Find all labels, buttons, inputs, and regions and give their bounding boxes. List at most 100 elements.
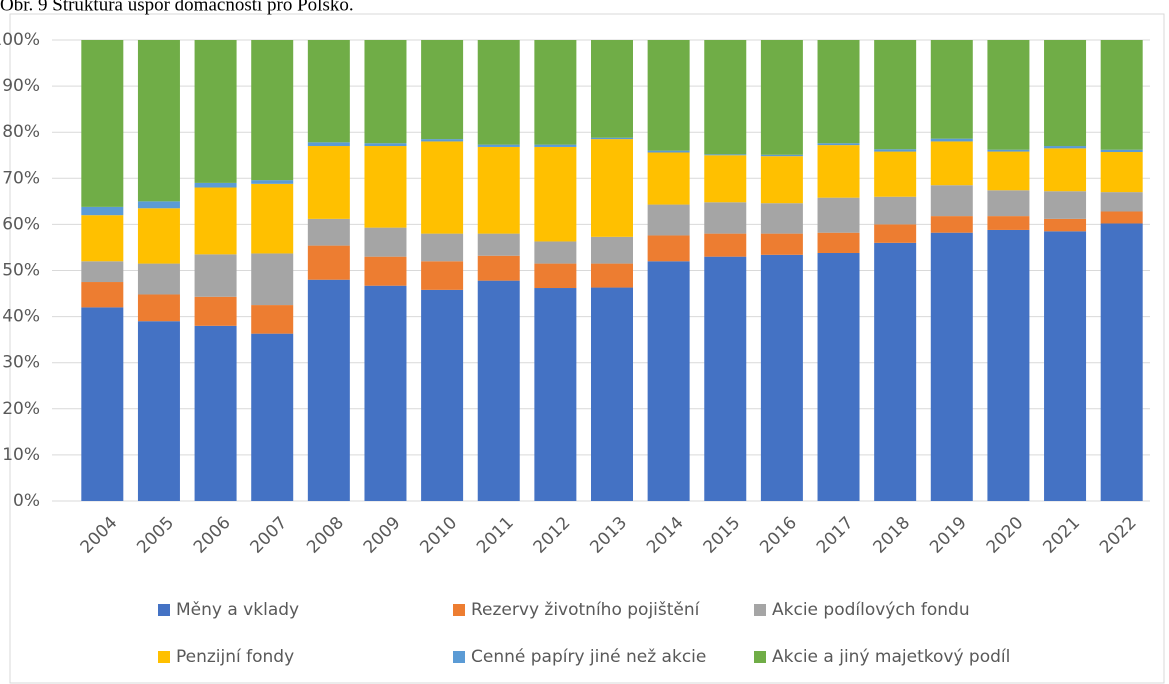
bar-segment bbox=[704, 256, 747, 501]
bar-segment bbox=[307, 279, 350, 501]
bar-segment bbox=[307, 218, 350, 246]
x-tick-label: 2012 bbox=[530, 513, 575, 558]
bar-segment bbox=[874, 196, 917, 225]
bar-segment bbox=[364, 256, 407, 286]
x-tick-label: 2010 bbox=[416, 513, 461, 558]
bar-segment bbox=[987, 229, 1030, 501]
chart-border bbox=[9, 13, 1165, 684]
legend-swatch bbox=[754, 651, 766, 663]
bar-segment bbox=[987, 151, 1030, 191]
bar-segment bbox=[987, 216, 1030, 230]
bar-segment bbox=[591, 236, 633, 264]
bar-segment bbox=[987, 149, 1030, 152]
bar-segment bbox=[1044, 146, 1087, 149]
bar-segment bbox=[817, 143, 860, 146]
bar-segment bbox=[251, 40, 294, 181]
bar-segment bbox=[251, 253, 294, 306]
bar-segment bbox=[647, 152, 690, 205]
bar-segment bbox=[81, 215, 124, 262]
bar-segment bbox=[81, 261, 124, 283]
bar-segment bbox=[477, 146, 520, 234]
bar-segment bbox=[477, 144, 520, 147]
x-tick-label: 2009 bbox=[360, 513, 405, 558]
bar-segment bbox=[534, 144, 577, 147]
bar-segment bbox=[817, 252, 860, 501]
x-tick-label: 2017 bbox=[813, 513, 858, 558]
bar-segment bbox=[647, 204, 690, 236]
bar-segment bbox=[421, 261, 464, 290]
bar-segment bbox=[647, 150, 690, 153]
bar-segment bbox=[704, 233, 747, 257]
bar-segment bbox=[251, 183, 294, 254]
bar-segment bbox=[194, 182, 237, 188]
bar-segment bbox=[704, 154, 747, 156]
y-tick-label: 90% bbox=[2, 76, 40, 96]
bar-segment bbox=[364, 227, 407, 257]
y-tick-label: 0% bbox=[13, 491, 40, 511]
bar-segment bbox=[1100, 192, 1143, 212]
bar-segment bbox=[364, 146, 407, 228]
bar-segment bbox=[1044, 148, 1087, 192]
bar-segment bbox=[477, 233, 520, 256]
bar-segment bbox=[421, 289, 464, 501]
bar-segment bbox=[930, 185, 973, 217]
x-tick-label: 2014 bbox=[643, 513, 688, 558]
bar-segment bbox=[194, 187, 237, 255]
legend-swatch bbox=[453, 604, 465, 616]
bar-segment bbox=[421, 141, 464, 234]
bar-segment bbox=[647, 235, 690, 262]
legend-label: Penzijní fondy bbox=[176, 647, 294, 667]
bar-segment bbox=[1044, 40, 1087, 147]
bar-segment bbox=[534, 40, 577, 145]
bar-segment bbox=[307, 142, 350, 147]
x-tick-label: 2007 bbox=[247, 513, 292, 558]
bar-segment bbox=[704, 155, 747, 203]
bar-segment bbox=[874, 149, 917, 152]
legend-swatch bbox=[158, 604, 170, 616]
bar-segment bbox=[930, 138, 973, 142]
bar-segment bbox=[874, 224, 917, 243]
bar-segment bbox=[1044, 218, 1087, 232]
bar-segment bbox=[1100, 149, 1143, 153]
bar-segment bbox=[704, 40, 747, 155]
bar-segment bbox=[194, 325, 237, 501]
x-tick-label: 2019 bbox=[926, 513, 971, 558]
bar-segment bbox=[194, 296, 237, 326]
bar-segment bbox=[930, 216, 973, 233]
bar-segment bbox=[534, 263, 577, 289]
bar-segment bbox=[1100, 152, 1143, 193]
bar-segment bbox=[647, 261, 690, 501]
bar-segment bbox=[760, 233, 803, 255]
bar-segment bbox=[817, 145, 860, 198]
bar-segment bbox=[81, 206, 124, 216]
y-tick-label: 100% bbox=[0, 30, 40, 50]
legend-label: Rezervy životního pojištění bbox=[471, 600, 701, 620]
bar-segment bbox=[874, 242, 917, 501]
bar-segment bbox=[307, 245, 350, 280]
bar-segment bbox=[421, 233, 464, 262]
bar-segment bbox=[987, 190, 1030, 217]
bar-segment bbox=[364, 285, 407, 501]
x-tick-label: 2004 bbox=[77, 513, 122, 558]
bar-segment bbox=[817, 197, 860, 233]
x-tick-label: 2013 bbox=[586, 513, 631, 558]
y-tick-label: 70% bbox=[2, 168, 40, 188]
bar-segment bbox=[760, 154, 803, 157]
bar-segment bbox=[1044, 231, 1087, 501]
bar-segment bbox=[930, 232, 973, 501]
bar-segment bbox=[987, 40, 1030, 150]
bar-segment bbox=[364, 143, 407, 147]
bar-segment bbox=[930, 141, 973, 186]
bar-segment bbox=[137, 321, 180, 501]
bar-segment bbox=[81, 282, 124, 308]
x-tick-label: 2011 bbox=[473, 513, 518, 558]
y-tick-label: 30% bbox=[2, 353, 40, 373]
bar-segment bbox=[591, 137, 633, 140]
x-tick-label: 2005 bbox=[133, 513, 178, 558]
x-tick-label: 2022 bbox=[1096, 513, 1141, 558]
bar-segment bbox=[137, 294, 180, 322]
bar-segment bbox=[81, 307, 124, 501]
bar-segment bbox=[930, 40, 973, 139]
bar-segment bbox=[194, 254, 237, 297]
y-tick-label: 20% bbox=[2, 399, 40, 419]
